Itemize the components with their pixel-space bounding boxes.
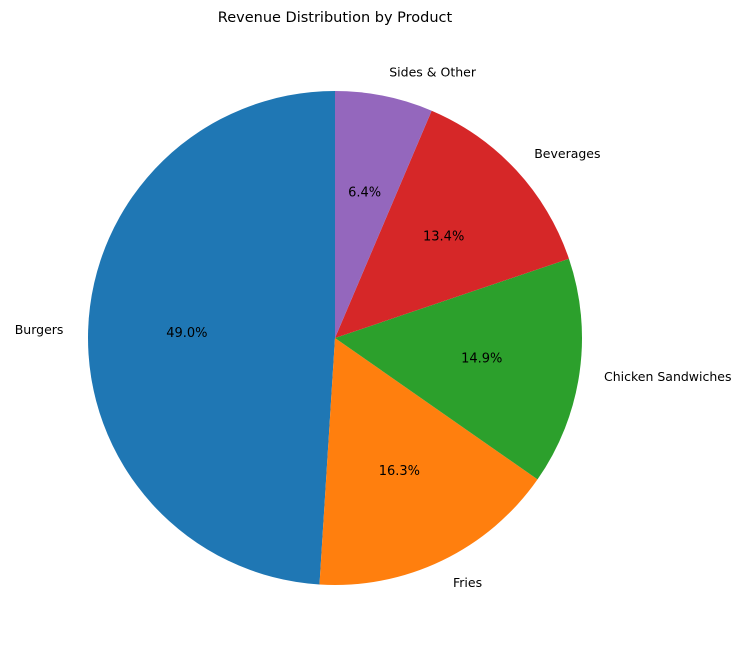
chart-title: Revenue Distribution by Product xyxy=(218,10,453,26)
slice-label-beverages: Beverages xyxy=(534,146,600,161)
slice-label-sides-other: Sides & Other xyxy=(389,64,477,79)
slice-label-fries: Fries xyxy=(453,575,482,590)
slice-label-chicken-sandwiches: Chicken Sandwiches xyxy=(604,369,732,384)
slice-percent-fries: 16.3% xyxy=(379,464,420,479)
pie-slice-sides-other xyxy=(335,91,432,338)
pie-slice-beverages xyxy=(335,110,569,339)
slice-percent-beverages: 13.4% xyxy=(423,230,464,245)
pie-slice-fries xyxy=(319,338,538,585)
slice-percent-burgers: 49.0% xyxy=(166,326,207,341)
slice-percent-chicken-sandwiches: 14.9% xyxy=(461,351,502,366)
pie-slice-chicken-sandwiches xyxy=(335,258,582,480)
pie-slice-burgers xyxy=(88,91,335,585)
pie-slices xyxy=(88,91,582,585)
pie-labels: Burgers 49.0% Fries 16.3% Chicken Sandwiches… xyxy=(15,64,732,590)
slice-percent-sides-other: 6.4% xyxy=(348,185,381,200)
slice-label-burgers: Burgers xyxy=(15,322,64,337)
